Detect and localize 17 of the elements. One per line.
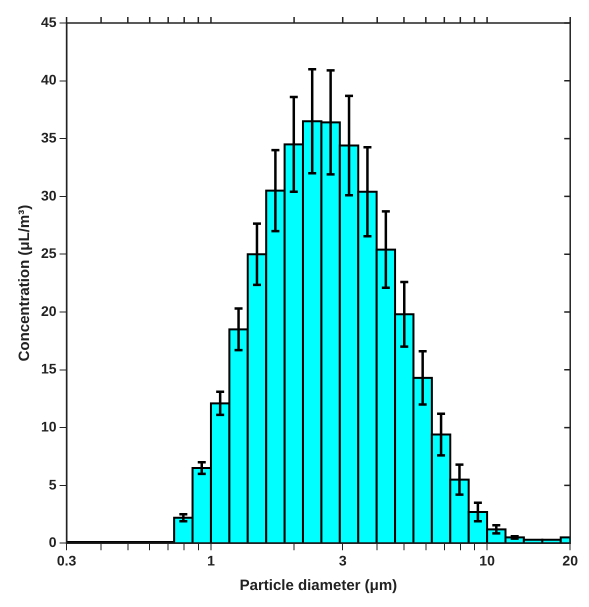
y-tick-label: 5 [48, 476, 57, 492]
y-axis-title: Concentration (μL/m³) [16, 204, 34, 362]
x-tick-label: 20 [562, 552, 578, 568]
y-tick-label: 10 [40, 418, 57, 434]
x-tick-label: 0.3 [56, 552, 77, 568]
y-tick-label: 35 [40, 129, 57, 146]
y-tick-label: 20 [40, 302, 57, 319]
y-tick-label: 40 [40, 72, 57, 88]
x-tick-label: 1 [207, 552, 216, 568]
y-tick-label: 45 [40, 14, 57, 30]
y-tick-label: 15 [40, 360, 57, 377]
y-tick-label: 25 [40, 245, 57, 262]
y-tick-label: 30 [40, 187, 57, 204]
x-tick-label: 10 [479, 552, 496, 568]
x-tick-label: 3 [338, 552, 347, 568]
y-tick-label: 0 [48, 534, 57, 550]
x-axis-title: Particle diameter (μm) [240, 577, 398, 594]
